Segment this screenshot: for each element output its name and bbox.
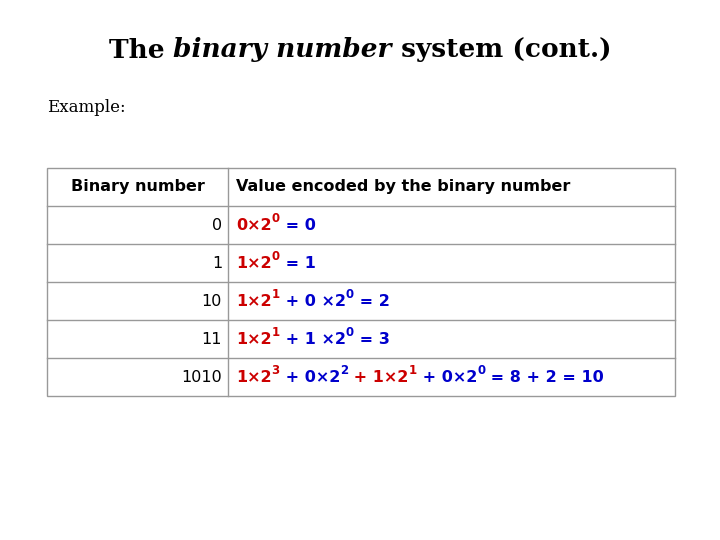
- Text: The: The: [109, 37, 174, 63]
- Text: = 1: = 1: [280, 255, 315, 271]
- Text: = 3: = 3: [354, 332, 390, 347]
- Text: = 2: = 2: [354, 294, 390, 308]
- Text: 10: 10: [202, 294, 222, 308]
- Text: 1: 1: [409, 364, 417, 377]
- Text: 1×2: 1×2: [236, 332, 271, 347]
- Text: 1×2: 1×2: [236, 294, 271, 308]
- Text: + 0×2: + 0×2: [280, 369, 340, 384]
- Text: 0: 0: [346, 288, 354, 301]
- Text: 2: 2: [340, 364, 348, 377]
- Text: 1: 1: [271, 327, 280, 340]
- Text: Value encoded by the binary number: Value encoded by the binary number: [236, 179, 570, 194]
- Text: Example:: Example:: [47, 99, 125, 117]
- Text: 0: 0: [271, 251, 280, 264]
- Text: binary number: binary number: [174, 37, 392, 63]
- Text: system (cont.): system (cont.): [392, 37, 611, 63]
- Text: Binary number: Binary number: [71, 179, 204, 194]
- Text: 11: 11: [202, 332, 222, 347]
- Text: + 1 ×2: + 1 ×2: [280, 332, 346, 347]
- Text: 1×2: 1×2: [236, 255, 271, 271]
- Text: 0×2: 0×2: [236, 218, 271, 233]
- Text: = 0: = 0: [280, 218, 315, 233]
- Text: + 0×2: + 0×2: [417, 369, 477, 384]
- Bar: [47, 168, 675, 396]
- Text: + 0 ×2: + 0 ×2: [280, 294, 346, 308]
- Text: 3: 3: [271, 364, 280, 377]
- Text: 1×2: 1×2: [236, 369, 271, 384]
- Text: 1: 1: [212, 255, 222, 271]
- Text: 0: 0: [477, 364, 485, 377]
- Text: 0: 0: [212, 218, 222, 233]
- Text: 0: 0: [271, 213, 280, 226]
- Text: = 8 + 2 = 10: = 8 + 2 = 10: [485, 369, 604, 384]
- Text: 1010: 1010: [181, 369, 222, 384]
- Text: + 1×2: + 1×2: [348, 369, 409, 384]
- Text: 0: 0: [346, 327, 354, 340]
- Text: 1: 1: [271, 288, 280, 301]
